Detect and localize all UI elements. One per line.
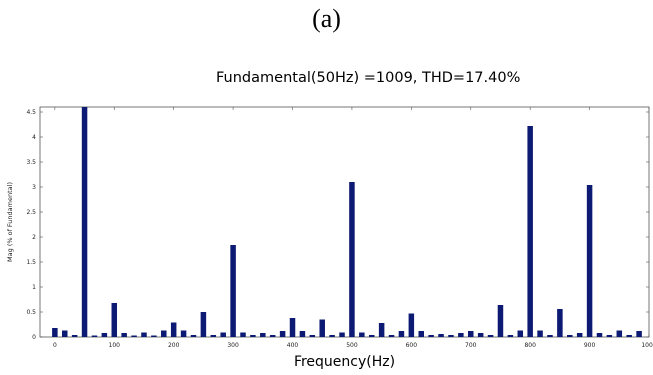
y-tick-label: 3.5 <box>26 159 36 166</box>
y-tick-label: 2 <box>32 234 36 241</box>
bar <box>468 331 474 337</box>
bar <box>269 335 276 337</box>
bar <box>557 309 563 337</box>
x-tick-label: 600 <box>406 342 418 349</box>
bar <box>349 182 355 337</box>
bar <box>91 335 98 337</box>
bar <box>428 335 434 337</box>
bar <box>507 335 514 337</box>
y-tick-label: 0 <box>32 334 36 341</box>
bar <box>388 335 395 337</box>
bars <box>52 107 642 337</box>
bar <box>230 245 236 337</box>
bar <box>121 333 127 337</box>
bar <box>487 335 494 337</box>
bar <box>477 333 484 337</box>
bar <box>636 331 642 337</box>
bar <box>180 330 187 337</box>
bar <box>62 330 68 337</box>
y-tick-label: 2.5 <box>26 209 36 216</box>
bar <box>200 312 207 337</box>
chart-title: Fundamental(50Hz) =1009, THD=17.40% <box>216 70 521 86</box>
y-tick-label: 0.5 <box>26 309 36 316</box>
bar <box>398 331 405 337</box>
bar <box>52 328 58 337</box>
bar <box>131 335 137 337</box>
bar <box>299 331 306 337</box>
bar <box>260 333 266 337</box>
x-axis-label: Frequency(Hz) <box>294 354 395 370</box>
bar <box>81 107 88 337</box>
x-tick-label: 300 <box>227 342 239 349</box>
y-tick-label: 4 <box>32 134 36 141</box>
bar <box>418 331 424 337</box>
bar <box>329 335 335 337</box>
x-tick-label: 500 <box>346 342 358 349</box>
bar <box>458 333 464 337</box>
x-tick-label: 800 <box>524 342 536 349</box>
bar <box>438 334 444 337</box>
bar <box>596 333 603 337</box>
bar <box>537 330 543 337</box>
panel-label: (a) <box>312 4 341 33</box>
bar <box>626 335 632 337</box>
bar <box>151 335 157 337</box>
x-tick-label: 1000 <box>641 342 653 349</box>
bar <box>378 323 385 337</box>
bar <box>101 333 108 337</box>
axes: 0 0.5 1 1.5 2 2.5 3 3.5 4 4.5 0 100 200 300 400 500 600 7… <box>26 106 653 349</box>
bar <box>606 335 613 337</box>
bar <box>448 335 454 337</box>
x-tick-label: 0 <box>53 342 57 349</box>
bar <box>240 332 246 337</box>
bar <box>576 333 583 337</box>
y-tick-label: 4.5 <box>26 109 36 116</box>
bar <box>190 335 197 337</box>
bar <box>319 319 325 337</box>
bar <box>339 332 345 337</box>
bar <box>210 335 217 337</box>
x-tick-label: 200 <box>168 342 180 349</box>
bar <box>359 332 365 337</box>
y-tick-label: 1 <box>32 284 36 291</box>
bar <box>289 318 296 337</box>
bar <box>497 305 504 337</box>
bar <box>527 126 533 337</box>
bar <box>547 335 553 337</box>
bar <box>567 335 573 337</box>
y-tick-label: 1.5 <box>26 259 36 266</box>
bar <box>279 331 286 337</box>
y-tick-label: 3 <box>32 184 36 191</box>
bar <box>616 330 623 337</box>
bar <box>141 332 147 337</box>
x-tick-label: 700 <box>465 342 477 349</box>
x-tick-label: 900 <box>584 342 596 349</box>
bar <box>368 335 375 337</box>
bar <box>220 332 226 337</box>
y-axis-label: Mag (% of Fundamental) <box>6 182 14 262</box>
x-tick-label: 400 <box>287 342 299 349</box>
bar <box>170 322 177 337</box>
plot-frame <box>39 106 650 338</box>
bar <box>586 185 593 337</box>
axis-labels: Frequency(Hz) Mag (% of Fundamental) <box>6 182 395 370</box>
bar <box>71 335 78 337</box>
bar <box>517 330 524 337</box>
x-tick-label: 100 <box>109 342 121 349</box>
bar <box>309 335 316 337</box>
bar <box>408 313 415 337</box>
bar <box>250 335 256 337</box>
bar <box>111 303 118 337</box>
bar <box>161 330 167 337</box>
